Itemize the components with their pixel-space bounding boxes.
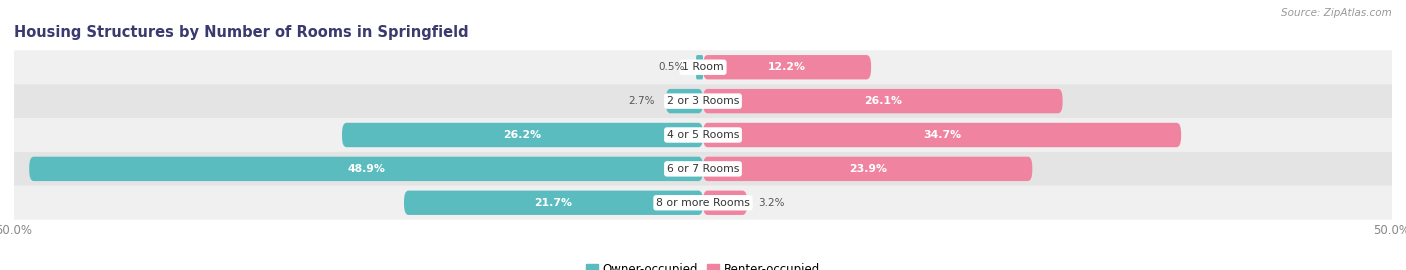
FancyBboxPatch shape [14,50,1392,84]
FancyBboxPatch shape [696,55,703,79]
FancyBboxPatch shape [14,186,1392,220]
FancyBboxPatch shape [666,89,703,113]
Text: Source: ZipAtlas.com: Source: ZipAtlas.com [1281,8,1392,18]
FancyBboxPatch shape [703,191,747,215]
Text: 48.9%: 48.9% [347,164,385,174]
FancyBboxPatch shape [703,89,1063,113]
FancyBboxPatch shape [14,118,1392,152]
Text: Housing Structures by Number of Rooms in Springfield: Housing Structures by Number of Rooms in… [14,25,468,40]
Text: 2 or 3 Rooms: 2 or 3 Rooms [666,96,740,106]
Text: 26.2%: 26.2% [503,130,541,140]
Text: 23.9%: 23.9% [849,164,887,174]
Text: 34.7%: 34.7% [922,130,962,140]
Text: 1 Room: 1 Room [682,62,724,72]
FancyBboxPatch shape [342,123,703,147]
Text: 26.1%: 26.1% [863,96,901,106]
Text: 8 or more Rooms: 8 or more Rooms [657,198,749,208]
FancyBboxPatch shape [703,123,1181,147]
Text: 6 or 7 Rooms: 6 or 7 Rooms [666,164,740,174]
Text: 4 or 5 Rooms: 4 or 5 Rooms [666,130,740,140]
FancyBboxPatch shape [703,55,872,79]
Text: 2.7%: 2.7% [628,96,655,106]
FancyBboxPatch shape [30,157,703,181]
Text: 12.2%: 12.2% [768,62,806,72]
Legend: Owner-occupied, Renter-occupied: Owner-occupied, Renter-occupied [581,259,825,270]
Text: 3.2%: 3.2% [758,198,785,208]
Text: 0.5%: 0.5% [659,62,685,72]
Text: 21.7%: 21.7% [534,198,572,208]
FancyBboxPatch shape [14,84,1392,118]
FancyBboxPatch shape [14,152,1392,186]
FancyBboxPatch shape [703,157,1032,181]
FancyBboxPatch shape [404,191,703,215]
